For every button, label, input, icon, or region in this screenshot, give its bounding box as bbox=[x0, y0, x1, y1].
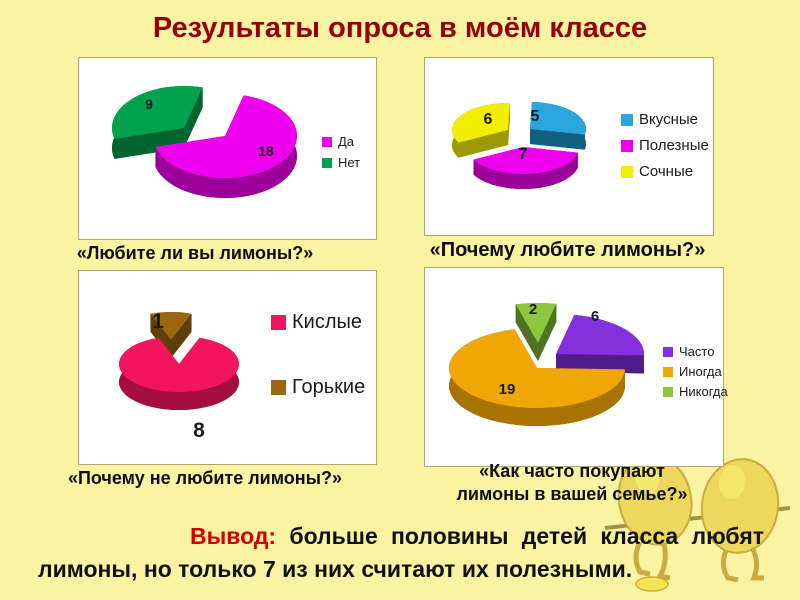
pie-slice-label: 2 bbox=[529, 301, 537, 318]
chart-legend: Кислые Горькие bbox=[271, 311, 365, 399]
legend-item: Иногда bbox=[663, 364, 728, 379]
legend-item: Горькие bbox=[271, 376, 365, 399]
pie-slice bbox=[150, 312, 192, 340]
conclusion-body: больше половины детей класса любят лимон… bbox=[38, 523, 764, 582]
pie-slice-label: 6 bbox=[484, 111, 493, 128]
legend-swatch-icon bbox=[322, 157, 332, 168]
pie-chart-why-love: 5 7 6 bbox=[452, 102, 586, 189]
legend-item: Никогда bbox=[663, 384, 728, 399]
chart-panel-love-lemons: 18 9 Да Нет bbox=[78, 57, 377, 240]
pie-slice-label: 5 bbox=[531, 108, 540, 125]
pie-chart-why-not-love: 81 bbox=[119, 310, 240, 442]
chart-panel-how-often-buy: 6 19 2 Часто Иногда Никогда bbox=[424, 267, 728, 467]
chart-caption-how-often-buy: «Как часто покупают лимоны в вашей семье… bbox=[456, 461, 688, 505]
legend-item: Да bbox=[322, 134, 360, 149]
chart-legend: Да Нет bbox=[322, 134, 360, 170]
chart-legend: Вкусные Полезные Сочные bbox=[621, 111, 709, 180]
legend-label: Вкусные bbox=[639, 111, 698, 128]
pie-slice bbox=[473, 147, 578, 175]
pie-slice-label: 9 bbox=[145, 96, 153, 112]
legend-swatch-icon bbox=[663, 346, 673, 357]
legend-label: Иногда bbox=[679, 364, 722, 379]
pie-chart-love-lemons: 18 9 bbox=[112, 86, 297, 199]
slide-title: Результаты опроса в моём классе bbox=[152, 12, 648, 44]
pie-slice-label: 7 bbox=[519, 146, 528, 163]
legend-item: Сочные bbox=[621, 163, 709, 180]
legend-swatch-icon bbox=[621, 113, 633, 126]
conclusion-label: Вывод: bbox=[190, 523, 277, 549]
chart-panel-why-love: 5 7 6 Вкусные Полезные Сочные bbox=[424, 57, 714, 236]
legend-label: Кислые bbox=[292, 311, 362, 333]
legend-label: Нет bbox=[338, 155, 361, 170]
legend-swatch-icon bbox=[663, 366, 673, 377]
legend-label: Да bbox=[338, 134, 355, 149]
legend-label: Сочные bbox=[639, 163, 694, 180]
legend-item: Нет bbox=[322, 155, 360, 170]
pie-slice bbox=[530, 102, 586, 135]
legend-label: Горькие bbox=[292, 376, 366, 398]
legend-swatch-icon bbox=[663, 386, 673, 397]
legend-swatch-icon bbox=[621, 165, 633, 178]
pie-slice bbox=[119, 337, 240, 392]
legend-item: Полезные bbox=[621, 137, 709, 154]
legend-item: Кислые bbox=[271, 311, 365, 334]
pie-slice-label: 19 bbox=[499, 381, 516, 398]
pie-slice bbox=[155, 95, 297, 178]
chart-caption-why-love: «Почему любите лимоны?» bbox=[429, 239, 706, 261]
legend-item: Часто bbox=[663, 344, 728, 359]
legend-swatch-icon bbox=[271, 315, 286, 330]
pie-slice-label: 8 bbox=[193, 419, 205, 442]
pie-slice bbox=[112, 86, 203, 139]
pie-slice-label: 1 bbox=[152, 310, 164, 333]
chart-caption-why-not-love: «Почему не любите лимоны?» bbox=[67, 468, 343, 488]
legend-swatch-icon bbox=[322, 136, 332, 147]
legend-label: Часто bbox=[679, 344, 715, 359]
pie-slice-label: 6 bbox=[591, 308, 599, 325]
chart-legend: Часто Иногда Никогда bbox=[663, 344, 728, 399]
pie-slice bbox=[556, 314, 644, 356]
pie-chart-how-often-buy: 6 19 2 bbox=[449, 301, 644, 426]
legend-label: Никогда bbox=[679, 384, 728, 399]
conclusion-paragraph: Вывод: больше половины детей класса любя… bbox=[38, 520, 764, 586]
legend-label: Полезные bbox=[639, 137, 709, 154]
legend-swatch-icon bbox=[621, 139, 633, 152]
pie-slice bbox=[449, 329, 625, 408]
legend-swatch-icon bbox=[271, 380, 286, 395]
pie-slice bbox=[452, 103, 510, 143]
pie-slice-label: 18 bbox=[258, 143, 274, 159]
legend-item: Вкусные bbox=[621, 111, 709, 128]
pie-slice bbox=[515, 303, 557, 343]
chart-caption-love-lemons: «Любите ли вы лимоны?» bbox=[76, 243, 314, 263]
lemons-illustration bbox=[604, 454, 791, 592]
